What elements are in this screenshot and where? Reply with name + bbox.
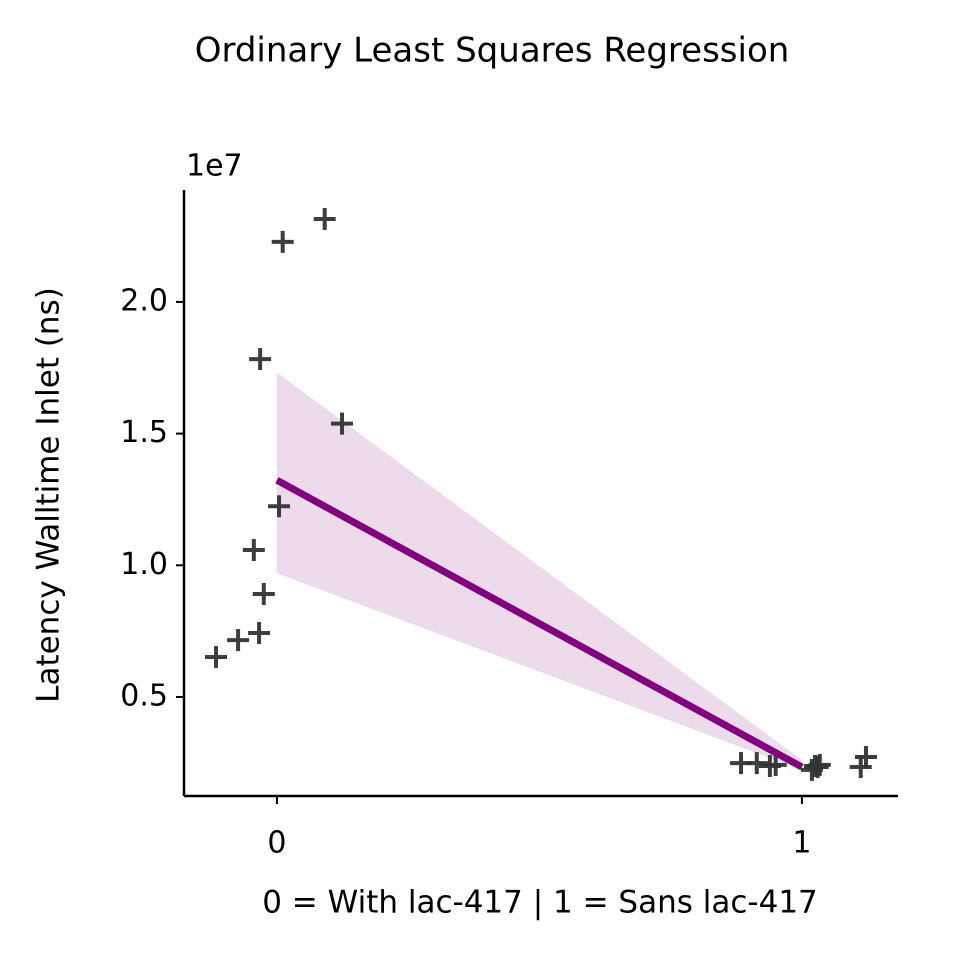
point [242,539,265,562]
point [849,756,872,779]
x-tick-label: 1 [792,826,811,861]
point [249,348,272,371]
y-axis-label: Latency Walltime Inlet (ns) [31,287,67,703]
x-tick-label: 0 [267,826,286,861]
confidence-band [276,372,802,770]
point [248,621,271,644]
point [854,746,877,769]
point [808,753,831,776]
point [252,583,275,605]
chart-title: Ordinary Least Squares Regression [195,31,790,71]
regression-line [275,477,804,771]
point [331,412,354,435]
point [764,753,787,776]
point [271,230,294,253]
point [205,645,228,668]
point [313,207,336,230]
y-offset-label: 1e7 [186,149,243,184]
y-tick-label: 2.0 [120,283,168,318]
point [268,495,291,518]
point [227,629,250,652]
x-axis-label: 0 = With lac-417 | 1 = Sans lac-417 [262,885,818,921]
y-tick-label: 1.0 [120,547,168,582]
y-tick-label: 0.5 [120,678,168,713]
point [745,752,768,775]
y-tick-label: 1.5 [120,415,168,450]
